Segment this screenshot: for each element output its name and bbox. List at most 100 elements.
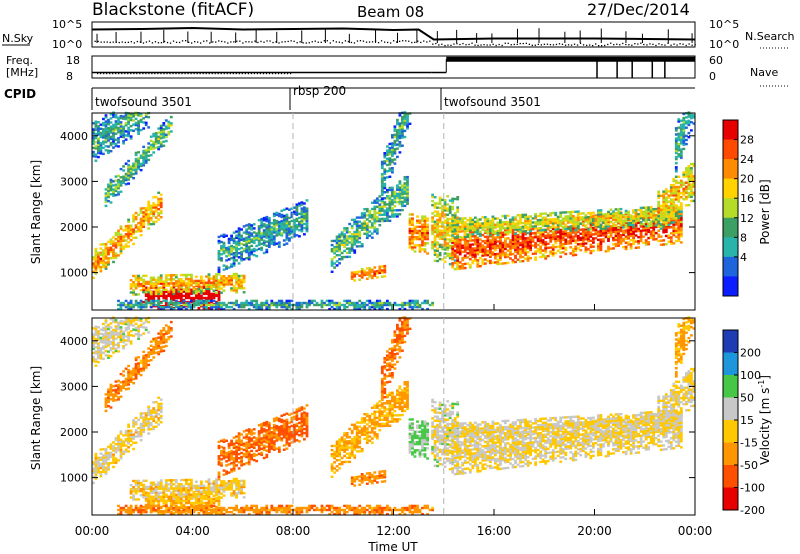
power-echo-region-15 xyxy=(657,162,696,230)
power-colorbar: 28 24 20 16 12 8 4 Power [dB] xyxy=(722,119,772,297)
noise-search-dot xyxy=(335,41,337,43)
nave-dot xyxy=(271,73,274,75)
xtick-label-1: 00:00 xyxy=(75,524,110,538)
noise-search-dot xyxy=(197,41,199,43)
noise-search-dot xyxy=(221,40,223,43)
power-colorbar-tick-label-2: 24 xyxy=(740,153,754,166)
frequency-trace xyxy=(92,56,695,78)
power-ytick-label-1: 1000 xyxy=(60,267,88,280)
nave-dot xyxy=(154,73,156,75)
power-colorbar-block-5 xyxy=(723,198,738,219)
nave-dot xyxy=(220,73,222,75)
nave-dot xyxy=(175,73,177,75)
noise-search-dot xyxy=(148,40,151,42)
velocity-echo-region-11 xyxy=(408,418,429,460)
noise-search-dot xyxy=(519,42,521,45)
noise-search-dot xyxy=(257,41,259,44)
power-colorbar-tick-label-6: 8 xyxy=(740,231,747,244)
nave-dot xyxy=(121,73,123,75)
nave-dot xyxy=(274,73,277,75)
noise-search-dot xyxy=(166,41,169,44)
noise-search-dot xyxy=(619,44,621,46)
noise-search-dot xyxy=(230,41,232,43)
noise-search-dot xyxy=(242,42,244,44)
power-echo-region-8 xyxy=(350,264,387,282)
freq-panel: Freq. [MHz] 18 8 60 0 Nave xyxy=(6,54,790,87)
nave-dot xyxy=(241,73,243,75)
noise-search-dot xyxy=(664,44,666,46)
noise-search-dot xyxy=(625,43,627,46)
noise-search-dot xyxy=(604,44,606,47)
noise-search-dot xyxy=(634,43,636,45)
nave-dot xyxy=(157,73,159,75)
beam-title: Beam 08 xyxy=(357,3,424,21)
noise-right-tick-low: 10^0 xyxy=(709,38,739,51)
power-echo-region-14 xyxy=(451,204,683,239)
noise-search-dot xyxy=(151,42,154,44)
noise-search-dot xyxy=(290,40,292,42)
nave-dot xyxy=(232,73,234,75)
nave-right-tick-high: 60 xyxy=(709,54,723,67)
noise-search-dot xyxy=(278,42,280,44)
nave-dot xyxy=(178,73,180,75)
velocity-echo-region-5 xyxy=(129,477,246,501)
velocity-echo-region-9 xyxy=(330,380,409,478)
power-echo-region-6 xyxy=(117,299,434,311)
noise-search-dot xyxy=(540,44,542,46)
nave-dot xyxy=(160,73,162,75)
nave-dot xyxy=(250,73,252,75)
noise-search-dot xyxy=(531,44,533,46)
nave-dot xyxy=(235,73,237,75)
noise-left-tick-high: 10^5 xyxy=(52,18,82,31)
noise-search-dot xyxy=(368,41,371,43)
xtick-label-5: 16:00 xyxy=(477,524,512,538)
velocity-colorbar-tick-label-7: -100 xyxy=(740,482,765,495)
noise-search-dot xyxy=(582,44,585,46)
nave-dot xyxy=(238,73,240,75)
xtick-label-3: 08:00 xyxy=(276,524,311,538)
noise-search-dot xyxy=(595,43,597,45)
nave-dot xyxy=(259,73,261,75)
noise-search-dot xyxy=(320,41,322,43)
noise-search-dot xyxy=(188,41,190,43)
nave-dot xyxy=(106,73,108,75)
noise-search-dot xyxy=(429,40,431,42)
velocity-data-layer xyxy=(92,316,696,516)
power-colorbar-tick-label-4: 16 xyxy=(740,192,754,205)
noise-search-dot xyxy=(136,40,138,43)
noise-search-dot xyxy=(212,41,214,43)
noise-search-dot xyxy=(160,42,163,44)
noise-search-dot xyxy=(522,42,524,45)
velocity-echo-region-14 xyxy=(451,409,683,444)
noise-search-dot xyxy=(191,42,193,44)
power-colorbar-tick-label-3: 20 xyxy=(740,173,754,186)
noise-search-dot xyxy=(133,42,135,44)
noise-search-dot xyxy=(549,44,552,46)
station-title: Blackstone (fitACF) xyxy=(92,0,254,20)
noise-search-dot xyxy=(154,41,157,43)
velocity-colorbar-block-4 xyxy=(723,397,738,421)
date-title: 27/Dec/2014 xyxy=(587,0,690,19)
noise-search-dot xyxy=(275,41,277,43)
velocity-echo-region-1 xyxy=(92,396,163,485)
noise-search-dot xyxy=(426,41,428,43)
nave-dot xyxy=(256,73,258,75)
power-colorbar-frame xyxy=(722,119,739,297)
noise-search-dot xyxy=(224,41,226,43)
nave-dot xyxy=(202,73,204,75)
power-echo-region-9 xyxy=(330,175,409,273)
noise-search-dot xyxy=(432,43,434,45)
xtick-label-4: 12:00 xyxy=(376,524,411,538)
nave-dot xyxy=(115,73,117,75)
velocity-label-end: ] xyxy=(758,375,772,380)
noise-search-dot xyxy=(209,42,211,44)
velocity-colorbar-block-2 xyxy=(723,352,738,376)
nave-dot xyxy=(100,73,102,75)
noise-search-dot xyxy=(456,43,458,45)
power-y-ticks: 1000 2000 3000 4000 xyxy=(60,130,695,280)
velocity-colorbar-tick-label-3: 50 xyxy=(740,392,754,405)
noise-search-dot xyxy=(124,41,126,44)
noise-search-dot xyxy=(387,41,389,44)
noise-right-tick-high: 10^5 xyxy=(709,18,739,31)
